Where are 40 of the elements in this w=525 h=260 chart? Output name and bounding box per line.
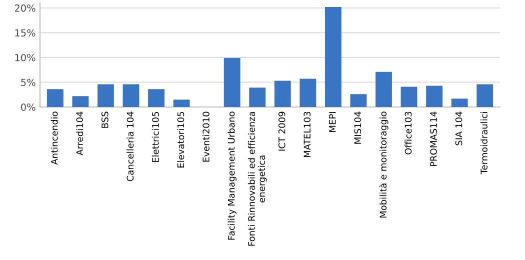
x-tick-label: Antincendio: [50, 112, 58, 165]
bar: [122, 84, 140, 107]
y-tick-label: 20%: [14, 4, 36, 12]
bar: [476, 84, 494, 107]
x-tick-label: Fonti Rinnovabili ed efficienza energetica: [248, 112, 267, 246]
bar: [300, 78, 316, 107]
x-tick-label: Elevatori105: [177, 112, 184, 168]
y-tick-label: 0%: [21, 103, 36, 111]
bar: [376, 72, 392, 107]
y-tick-label: 5%: [21, 78, 36, 86]
bar: [274, 80, 291, 107]
bar: [224, 58, 240, 107]
x-tick-label: Facility Management Urbano: [228, 112, 236, 240]
bar: [98, 84, 114, 107]
x-tick-label: MATEL103: [304, 112, 311, 158]
bar: [46, 89, 64, 107]
bar: [249, 88, 266, 107]
bar: [72, 96, 89, 107]
x-tick-label: MIS104: [354, 112, 362, 144]
bar: [324, 6, 342, 107]
x-tick-label: Eventi2010: [202, 112, 210, 162]
bar: [148, 89, 164, 107]
y-tick-label: 10%: [15, 54, 36, 62]
x-tick-label: Mobilità e monitoraggio: [379, 112, 388, 218]
x-tick-label: SIA 104: [455, 112, 462, 146]
y-tick-label: 15%: [15, 29, 36, 37]
bar: [350, 94, 367, 107]
x-tick-label: Termoidraulici: [480, 112, 488, 174]
x-tick-label: Office103: [404, 112, 412, 154]
x-tick-label: BSS: [102, 112, 108, 128]
bar: [426, 86, 442, 107]
x-tick-label: Cancelleria 104: [126, 112, 134, 182]
x-tick-label: MEPI: [329, 112, 336, 132]
bar: [173, 100, 190, 107]
x-tick-label: Arredi104: [76, 112, 84, 156]
bar: [400, 86, 418, 107]
bar: [451, 98, 468, 107]
x-tick-label: ICT 2009: [278, 112, 286, 151]
x-tick-label: Elettrici105: [152, 112, 159, 162]
x-tick-label: PROMAS114: [430, 112, 437, 166]
